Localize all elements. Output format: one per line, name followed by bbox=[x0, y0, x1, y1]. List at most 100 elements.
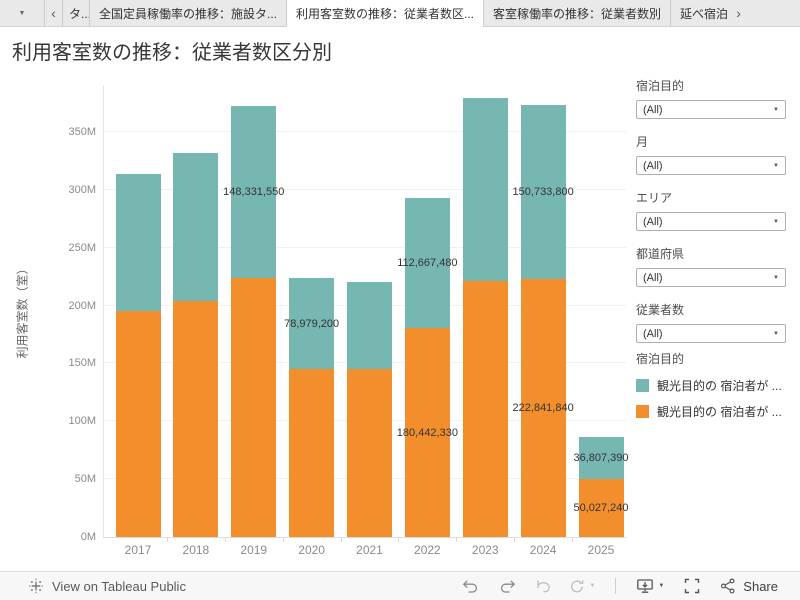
x-axis-tick bbox=[514, 537, 516, 542]
color-legend: 宿泊目的 観光目的の 宿泊者が ... 観光目的の 宿泊者が ... bbox=[636, 350, 796, 429]
toolbar-actions: ▼ ▼ bbox=[442, 578, 778, 594]
share-icon bbox=[720, 578, 736, 594]
filter-value: (All) bbox=[643, 271, 663, 284]
y-axis-tick-label: 250M bbox=[68, 241, 96, 254]
bar-segment-teal[interactable] bbox=[404, 197, 450, 329]
chevron-down-icon: ▼ bbox=[773, 274, 779, 281]
x-axis-tick-label: 2023 bbox=[471, 543, 499, 557]
chevron-down-icon: ▼ bbox=[773, 106, 779, 113]
mark-value-label: 222,841,840 bbox=[512, 402, 574, 415]
x-axis-tick-label: 2019 bbox=[240, 543, 268, 557]
bar-segment-teal[interactable] bbox=[347, 282, 392, 370]
y-axis-tick-label: 50M bbox=[74, 473, 96, 486]
bar-segment-orange[interactable] bbox=[520, 279, 566, 537]
filter-group-month: 月 (All) ▼ bbox=[636, 133, 786, 175]
undo-button[interactable] bbox=[462, 579, 479, 594]
bar-segment-teal[interactable] bbox=[289, 277, 335, 370]
x-axis-tick-label: 2025 bbox=[587, 543, 615, 557]
chevron-down-icon: ▼ bbox=[589, 583, 596, 589]
tab-sheet-1[interactable]: タ... bbox=[62, 0, 89, 26]
refresh-icon bbox=[569, 579, 585, 594]
orange-swatch-icon bbox=[636, 405, 649, 418]
sheet-list-dropdown-button[interactable]: ▼ bbox=[0, 0, 45, 26]
filter-value: (All) bbox=[643, 215, 663, 228]
area-filter-dropdown[interactable]: (All) ▼ bbox=[636, 212, 786, 231]
redo-button[interactable] bbox=[499, 579, 516, 594]
bar-2025 bbox=[578, 436, 624, 537]
bar-segment-teal[interactable] bbox=[173, 152, 219, 301]
bar-segment-orange[interactable] bbox=[462, 281, 508, 537]
x-axis-tick bbox=[456, 537, 458, 542]
redo-icon bbox=[499, 579, 516, 594]
employees-filter-dropdown[interactable]: (All) ▼ bbox=[636, 324, 786, 343]
bar-2021 bbox=[347, 282, 392, 537]
tab-sheet-2[interactable]: 全国定員稼働率の推移：施設タ... bbox=[89, 0, 286, 26]
legend-title: 宿泊目的 bbox=[636, 352, 685, 366]
bar-segment-orange[interactable] bbox=[347, 369, 392, 537]
y-axis-title: 利用客室数（室） bbox=[15, 262, 30, 359]
view-on-tableau-public-label: View on Tableau Public bbox=[52, 578, 186, 594]
chevron-left-icon: ‹ bbox=[51, 5, 56, 21]
bar-segment-teal[interactable] bbox=[520, 104, 566, 280]
tab-sheet-3-active[interactable]: 利用客室数の推移：従業者数区... bbox=[286, 0, 484, 27]
bar-segment-orange[interactable] bbox=[115, 311, 161, 537]
x-axis-tick bbox=[282, 537, 284, 542]
mark-value-label: 150,733,800 bbox=[512, 186, 574, 198]
mark-value-label: 78,979,200 bbox=[284, 317, 340, 330]
y-axis-tick-label: 300M bbox=[68, 183, 96, 196]
bar-segment-teal[interactable] bbox=[462, 98, 508, 282]
month-filter-dropdown[interactable]: (All) ▼ bbox=[636, 156, 786, 175]
x-axis-tick-label: 2020 bbox=[298, 543, 325, 557]
stacked-bar-chart: 0M 50M 100M 150M 200M 250M 300M 350M 2017 2018 148… bbox=[68, 85, 629, 557]
bar-segment-orange[interactable] bbox=[231, 277, 277, 537]
chevron-right-icon: › bbox=[736, 5, 741, 21]
tab-sheet-4[interactable]: 客室稼働率の推移：従業者数別 bbox=[483, 0, 670, 26]
prefecture-filter-dropdown[interactable]: (All) ▼ bbox=[636, 268, 786, 287]
y-axis-tick-label: 200M bbox=[68, 299, 96, 312]
filter-group-area: エリア (All) ▼ bbox=[636, 189, 786, 231]
bar-segment-orange[interactable] bbox=[404, 328, 450, 537]
tab-sheet-5[interactable]: 延べ宿泊 bbox=[670, 0, 730, 26]
filter-group-stay-purpose: 宿泊目的 (All) ▼ bbox=[636, 77, 786, 119]
filter-group-prefecture: 都道府県 (All) ▼ bbox=[636, 245, 786, 287]
share-button[interactable]: Share bbox=[720, 578, 778, 594]
bar-2020 bbox=[289, 277, 335, 537]
y-axis-tick-label: 150M bbox=[68, 357, 96, 370]
tabs-scroll-left-button[interactable]: ‹ bbox=[45, 0, 62, 26]
y-axis-tick-label: 100M bbox=[68, 415, 96, 428]
bar-segment-teal[interactable] bbox=[115, 173, 161, 312]
x-axis-tick-label: 2018 bbox=[182, 543, 210, 557]
page-title: 利用客室数の推移：従業者数区分別 bbox=[12, 42, 332, 64]
download-button[interactable]: ▼ bbox=[636, 578, 664, 594]
undo-icon bbox=[462, 579, 479, 594]
legend-item-label: 観光目的の 宿泊者が ... bbox=[657, 379, 782, 393]
fullscreen-button[interactable] bbox=[684, 578, 700, 594]
bar-segment-teal[interactable] bbox=[578, 436, 624, 480]
bar-segment-orange[interactable] bbox=[578, 479, 624, 537]
chevron-down-icon: ▼ bbox=[658, 583, 665, 589]
tabs-scroll-right-button[interactable]: › bbox=[730, 0, 747, 26]
x-axis-tick bbox=[224, 537, 226, 542]
bar-segment-orange[interactable] bbox=[289, 369, 335, 537]
mark-value-label: 36,807,390 bbox=[573, 451, 629, 464]
view-on-tableau-public-link[interactable]: View on Tableau Public bbox=[28, 578, 186, 594]
legend-item-tourism-minority[interactable]: 観光目的の 宿泊者が ... bbox=[636, 403, 796, 420]
mark-value-label: 148,331,550 bbox=[223, 186, 285, 198]
reset-button[interactable] bbox=[536, 579, 553, 594]
download-icon bbox=[636, 578, 654, 594]
toolbar-divider bbox=[615, 578, 617, 594]
teal-swatch-icon bbox=[636, 379, 649, 392]
gridline bbox=[104, 131, 626, 132]
filter-group-employees: 従業者数 (All) ▼ bbox=[636, 301, 786, 343]
tab-label: タ... bbox=[69, 6, 89, 21]
stay-purpose-filter-dropdown[interactable]: (All) ▼ bbox=[636, 100, 786, 119]
bar-segment-orange[interactable] bbox=[173, 300, 219, 537]
filter-label: エリア bbox=[636, 191, 673, 205]
bar-2022 bbox=[404, 197, 450, 537]
refresh-button[interactable]: ▼ bbox=[569, 579, 595, 594]
fullscreen-icon bbox=[684, 578, 700, 594]
tab-label: 客室稼働率の推移：従業者数別 bbox=[493, 6, 662, 21]
legend-item-tourism-majority[interactable]: 観光目的の 宿泊者が ... bbox=[636, 377, 796, 394]
bar-segment-teal[interactable] bbox=[231, 106, 277, 278]
tab-label: 延べ宿泊 bbox=[680, 6, 729, 21]
